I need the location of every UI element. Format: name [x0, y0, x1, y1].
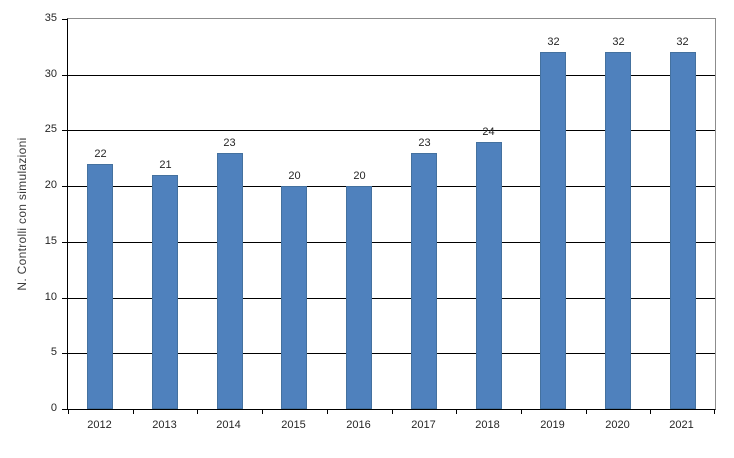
x-axis-tick [133, 409, 134, 414]
y-axis-tick [62, 130, 68, 131]
x-axis-tick-label: 2020 [605, 419, 630, 431]
bar-value-label: 32 [547, 36, 560, 48]
plot-area: 22 21 23 20 20 23 24 32 32 32 [62, 18, 716, 414]
bar-value-label: 20 [353, 170, 366, 182]
x-axis-tick-label: 2016 [346, 419, 371, 431]
x-axis-tick [68, 409, 69, 414]
bar [217, 153, 243, 409]
bar [281, 186, 307, 409]
x-axis-tick-label: 2013 [152, 419, 177, 431]
y-axis-tick [62, 242, 68, 243]
bar [476, 142, 502, 409]
x-axis-tick-label: 2019 [540, 419, 565, 431]
x-axis-tick [650, 409, 651, 414]
y-axis-tick [62, 186, 68, 187]
y-axis-tick-label: 0 [50, 402, 57, 414]
bar [346, 186, 372, 409]
x-axis-tick [714, 409, 715, 414]
x-axis-tick-label: 2014 [216, 419, 241, 431]
x-axis-tick [392, 409, 393, 414]
gridline [68, 298, 715, 299]
y-axis-tick [62, 19, 68, 20]
x-axis-tick [456, 409, 457, 414]
bar [670, 52, 696, 409]
bar-value-label: 21 [159, 159, 172, 171]
x-axis-tick [262, 409, 263, 414]
y-axis-tick-label: 30 [44, 68, 57, 80]
bar-value-label: 20 [288, 170, 301, 182]
y-axis-tick [62, 75, 68, 76]
x-axis-tick-label: 2018 [475, 419, 500, 431]
y-axis-tick-labels: 0 5 10 15 20 25 30 35 [0, 12, 57, 414]
gridline [68, 75, 715, 76]
bar [411, 153, 437, 409]
x-axis-tick [327, 409, 328, 414]
gridline [68, 130, 715, 131]
y-axis-tick-label: 35 [44, 12, 57, 24]
gridline [68, 186, 715, 187]
bar [605, 52, 631, 409]
y-axis-tick [62, 409, 68, 410]
bar-value-label: 32 [676, 36, 689, 48]
x-axis-tick-label: 2017 [411, 419, 436, 431]
x-axis-tick [586, 409, 587, 414]
bar-value-label: 23 [223, 137, 236, 149]
y-axis-tick-label: 10 [44, 291, 57, 303]
bar [152, 175, 178, 409]
gridline [68, 242, 715, 243]
bar-value-label: 23 [418, 137, 431, 149]
x-axis-tick-labels: 2012 2013 2014 2015 2016 2017 2018 2019 2020 2021 [67, 410, 716, 440]
bar-value-label: 24 [482, 126, 495, 138]
gridline [68, 353, 715, 354]
x-axis-tick-label: 2021 [669, 419, 694, 431]
bar [540, 52, 566, 409]
y-axis-tick-label: 25 [44, 123, 57, 135]
y-axis-tick-label: 5 [50, 346, 57, 358]
y-axis-tick [62, 298, 68, 299]
x-axis-tick-label: 2015 [281, 419, 306, 431]
x-axis-tick [521, 409, 522, 414]
x-axis-tick [197, 409, 198, 414]
bar-value-label: 22 [94, 148, 107, 160]
y-axis-tick-label: 20 [44, 179, 57, 191]
y-axis-tick-label: 15 [44, 235, 57, 247]
bar [87, 164, 113, 409]
x-axis-tick-label: 2012 [87, 419, 112, 431]
y-axis-tick [62, 353, 68, 354]
bar-value-label: 32 [612, 36, 625, 48]
